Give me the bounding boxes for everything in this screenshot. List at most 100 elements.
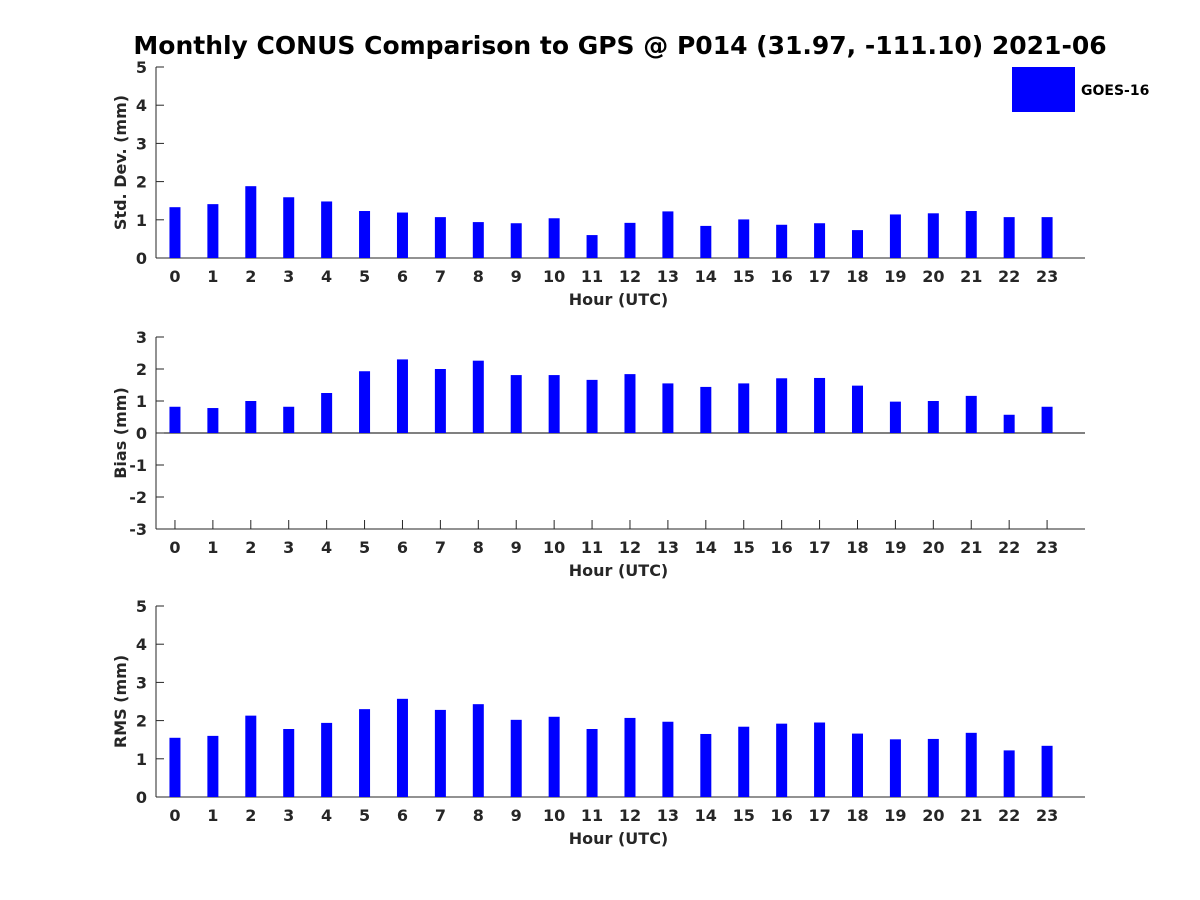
bar-bias-hour-15: [738, 383, 750, 433]
bar-bias-hour-7: [434, 369, 446, 433]
bar-rms-hour-1: [207, 735, 219, 797]
bar-bias-hour-18: [851, 385, 863, 433]
x-tick-label: 0: [169, 538, 180, 557]
bar-std-dev-hour-12: [624, 222, 636, 258]
x-tick-label: 1: [207, 806, 218, 825]
x-tick-label: 18: [846, 806, 868, 825]
bar-rms-hour-22: [1003, 750, 1015, 797]
x-tick-label: 21: [960, 806, 982, 825]
x-tick-label: 23: [1036, 267, 1058, 286]
x-tick-label: 22: [998, 267, 1020, 286]
x-tick-label: 21: [960, 538, 982, 557]
x-tick-label: 4: [321, 538, 332, 557]
x-tick-label: 6: [397, 267, 408, 286]
x-tick-label: 20: [922, 267, 944, 286]
bar-rms-hour-13: [662, 721, 674, 797]
x-tick-label: 19: [884, 806, 906, 825]
x-tick-label: 22: [998, 806, 1020, 825]
bar-std-dev-hour-2: [245, 186, 257, 258]
y-tick-label: 0: [136, 788, 147, 807]
bar-rms-hour-10: [548, 716, 560, 797]
y-tick-label: 3: [136, 134, 147, 153]
x-tick-label: 9: [511, 538, 522, 557]
y-tick-label: 3: [136, 328, 147, 347]
x-tick-label: 20: [922, 806, 944, 825]
x-tick-label: 15: [733, 806, 755, 825]
x-tick-label: 23: [1036, 806, 1058, 825]
x-tick-label: 4: [321, 806, 332, 825]
bar-rms-hour-18: [851, 733, 863, 797]
y-tick-label: -2: [129, 488, 147, 507]
bar-rms-hour-2: [245, 715, 257, 797]
x-tick-label: 23: [1036, 538, 1058, 557]
y-tick-label: 0: [136, 249, 147, 268]
y-tick-label: 2: [136, 712, 147, 731]
bar-bias-hour-12: [624, 374, 636, 433]
bar-std-dev-hour-9: [510, 223, 522, 258]
bar-rms-hour-20: [927, 738, 939, 797]
bar-std-dev-hour-19: [889, 214, 901, 258]
x-tick-label: 10: [543, 806, 565, 825]
y-tick-label: 1: [136, 211, 147, 230]
x-tick-label: 18: [846, 538, 868, 557]
bar-rms-hour-23: [1041, 745, 1053, 797]
bar-std-dev-hour-5: [359, 211, 371, 258]
bar-std-dev-hour-0: [169, 207, 181, 258]
x-tick-label: 17: [808, 538, 830, 557]
x-tick-label: 10: [543, 267, 565, 286]
bar-std-dev-hour-16: [776, 224, 788, 258]
x-tick-label: 0: [169, 267, 180, 286]
legend: GOES-16: [1012, 67, 1149, 112]
x-tick-label: 1: [207, 538, 218, 557]
bar-std-dev-hour-14: [700, 225, 712, 258]
x-tick-label: 3: [283, 806, 294, 825]
chart-title: Monthly CONUS Comparison to GPS @ P014 (…: [133, 31, 1106, 60]
bar-bias-hour-13: [662, 383, 674, 433]
y-tick-label: 1: [136, 392, 147, 411]
x-tick-label: 17: [808, 267, 830, 286]
y-tick-label: -1: [129, 456, 147, 475]
bar-std-dev-hour-11: [586, 235, 598, 258]
x-tick-label: 16: [771, 806, 793, 825]
y-tick-label: 1: [136, 750, 147, 769]
x-tick-label: 9: [511, 267, 522, 286]
bar-std-dev-hour-17: [814, 223, 826, 258]
bar-bias-hour-4: [321, 393, 333, 433]
x-tick-label: 20: [922, 538, 944, 557]
bar-bias-hour-23: [1041, 406, 1053, 433]
x-axis-label: Hour (UTC): [569, 290, 669, 309]
x-tick-label: 19: [884, 267, 906, 286]
x-tick-label: 11: [581, 806, 603, 825]
x-tick-label: 12: [619, 267, 641, 286]
x-tick-label: 14: [695, 538, 717, 557]
x-tick-label: 12: [619, 538, 641, 557]
bar-bias-hour-17: [814, 377, 826, 433]
y-tick-label: 2: [136, 173, 147, 192]
y-axis-label: Bias (mm): [111, 387, 130, 479]
bar-bias-hour-14: [700, 386, 712, 433]
y-axis-label: Std. Dev. (mm): [111, 95, 130, 230]
y-tick-label: 5: [136, 58, 147, 77]
bar-std-dev-hour-8: [472, 222, 484, 258]
x-tick-label: 13: [657, 806, 679, 825]
bar-std-dev-hour-4: [321, 201, 333, 258]
bar-rms-hour-21: [965, 732, 977, 797]
bar-bias-hour-9: [510, 375, 522, 433]
x-tick-label: 15: [733, 538, 755, 557]
x-tick-label: 11: [581, 267, 603, 286]
x-tick-label: 8: [473, 538, 484, 557]
bar-rms-hour-3: [283, 729, 295, 797]
bar-rms-hour-7: [434, 709, 446, 797]
bar-rms-hour-17: [814, 722, 826, 797]
x-tick-label: 3: [283, 538, 294, 557]
x-tick-label: 6: [397, 806, 408, 825]
bar-std-dev-hour-6: [396, 212, 408, 258]
x-tick-label: 5: [359, 538, 370, 557]
x-tick-label: 14: [695, 267, 717, 286]
y-tick-label: -3: [129, 520, 147, 539]
bar-std-dev-hour-7: [434, 217, 446, 258]
bar-std-dev-hour-3: [283, 197, 295, 258]
bar-std-dev-hour-22: [1003, 217, 1015, 258]
